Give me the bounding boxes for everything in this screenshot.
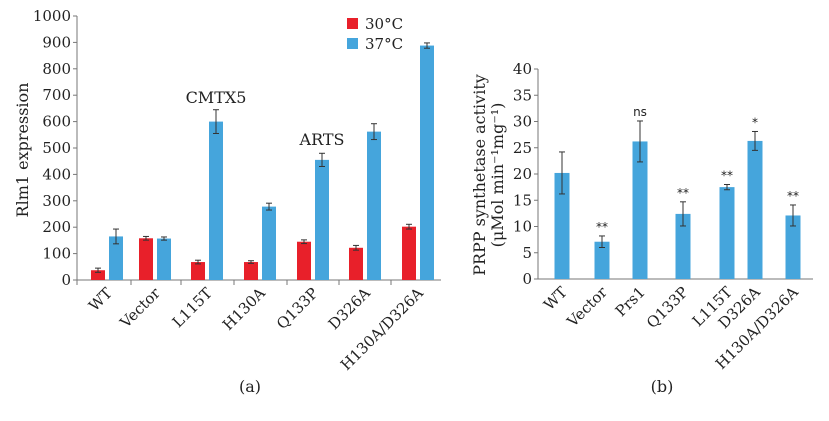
y-tick-label: 300 [42, 192, 71, 210]
y-tick-label: 5 [522, 244, 532, 262]
x-tick-label: WT [540, 283, 571, 314]
significance-label: ** [787, 189, 799, 203]
x-tick-label: Q133P [273, 284, 322, 333]
panel-label-a: (a) [239, 377, 261, 396]
bar-30c [297, 241, 311, 280]
y-tick-label: 25 [513, 139, 532, 157]
x-tick-label: D326A [325, 284, 374, 333]
y-tick-label: 100 [42, 245, 71, 263]
y-tick-label: 20 [513, 165, 532, 183]
y-axis-label-a: Rlm1 expression [13, 83, 32, 218]
y-tick-label: 500 [42, 139, 71, 157]
y-tick-label: 0 [522, 270, 532, 288]
y-tick-label: 900 [42, 33, 71, 51]
bar [675, 213, 691, 279]
bar [719, 187, 735, 279]
legend-label: 30°C [365, 15, 403, 33]
x-tick-label: Prs1 [612, 283, 649, 320]
bar-30c [244, 262, 258, 280]
bar-37c [209, 121, 223, 280]
y-tick-label: 10 [513, 218, 532, 236]
annotation-arts: ARTS [299, 130, 345, 149]
bar-30c [191, 262, 205, 280]
panel-label-b: (b) [651, 377, 674, 396]
y-tick-label: 200 [42, 218, 71, 236]
bar-37c [262, 206, 276, 280]
x-tick-label: WT [85, 284, 116, 315]
x-tick-label: L115T [169, 284, 216, 331]
bar [747, 140, 763, 279]
x-tick-label: H130A [219, 284, 269, 334]
x-tick-label: Q133P [643, 283, 692, 332]
y-tick-label: 400 [42, 165, 71, 183]
legend-swatch [347, 38, 358, 49]
bar-30c [349, 247, 363, 280]
y-tick-label: 40 [513, 60, 532, 78]
significance-label: * [752, 115, 758, 129]
bar [554, 172, 570, 279]
y-tick-label: 800 [42, 60, 71, 78]
bar-37c [109, 236, 123, 280]
annotation-cmtx5: CMTX5 [186, 88, 247, 107]
bar [594, 241, 610, 279]
y-tick-label: 0 [61, 271, 71, 289]
bar-30c [91, 270, 105, 280]
significance-label: ** [596, 220, 608, 234]
y-axis-label-b-line1: PRPP synthetase activity [470, 74, 489, 276]
bar-37c [157, 238, 171, 280]
x-tick-label: Vector [563, 283, 612, 332]
y-tick-label: 600 [42, 113, 71, 131]
bar-30c [402, 226, 416, 280]
bar-37c [315, 159, 329, 280]
bar-37c [420, 45, 434, 281]
y-tick-label: 35 [513, 86, 532, 104]
x-tick-label: Vector [116, 284, 165, 333]
y-tick-label: 15 [513, 191, 532, 209]
significance-label: ns [633, 105, 647, 119]
bar [785, 215, 801, 279]
y-tick-label: 1000 [33, 7, 71, 25]
legend-label: 37°C [365, 35, 403, 53]
bar-37c [367, 131, 381, 280]
y-tick-label: 700 [42, 86, 71, 104]
legend-swatch [347, 18, 358, 29]
significance-label: ** [721, 169, 733, 183]
bar-30c [139, 238, 153, 280]
significance-label: ** [677, 186, 689, 200]
y-tick-label: 30 [513, 113, 532, 131]
y-axis-label-b-line2: (μMol min⁻¹mg⁻¹) [488, 103, 507, 248]
bar [632, 141, 648, 279]
